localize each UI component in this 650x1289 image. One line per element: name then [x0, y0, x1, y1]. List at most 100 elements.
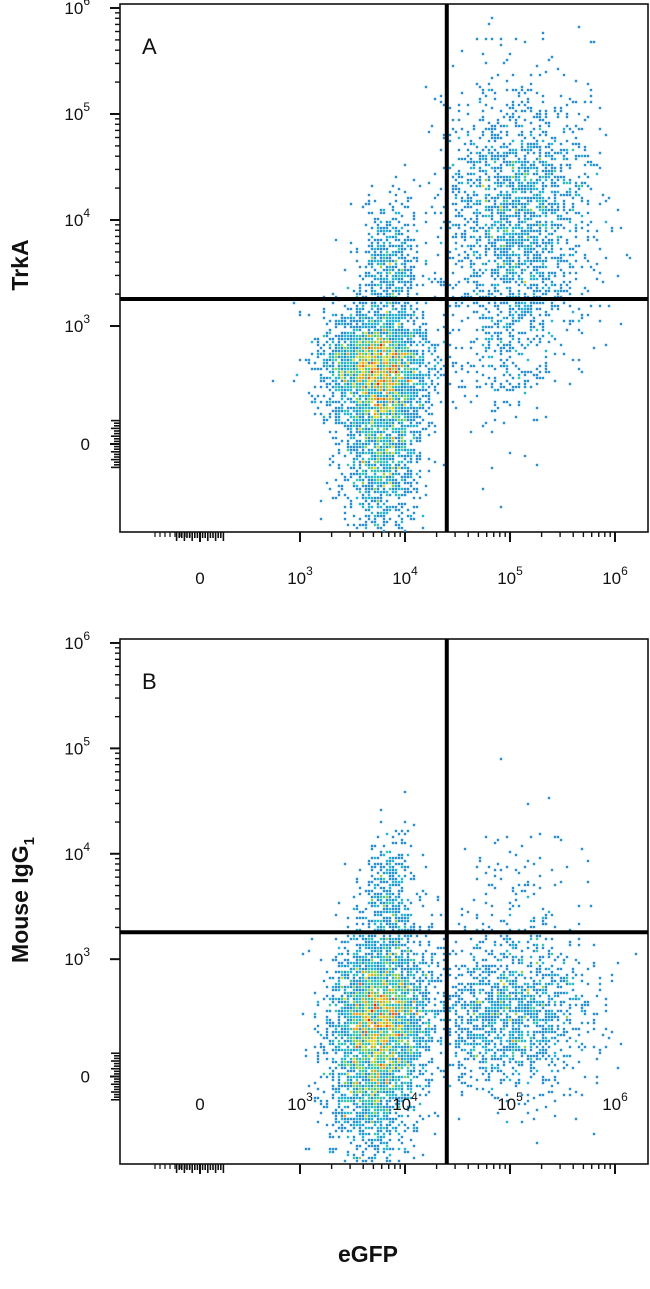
event-bin — [550, 169, 554, 173]
event-bin — [421, 385, 425, 389]
event-bin — [427, 469, 431, 473]
event-bin — [475, 310, 479, 314]
event-bin — [373, 994, 377, 998]
event-bin — [358, 325, 362, 329]
event-bin — [412, 406, 416, 410]
event-bin — [487, 301, 491, 305]
event-bin — [349, 358, 353, 362]
event-bin — [409, 1078, 413, 1082]
event-bin — [508, 259, 512, 263]
event-bin — [436, 235, 440, 239]
event-bin — [397, 976, 401, 980]
event-bin — [388, 391, 392, 395]
event-bin — [544, 145, 548, 149]
event-bin — [421, 310, 425, 314]
event-bin — [541, 31, 545, 35]
event-bin — [463, 190, 467, 194]
event-bin — [376, 397, 380, 401]
event-bin — [511, 163, 515, 167]
event-bin — [340, 472, 344, 476]
event-bin — [376, 340, 380, 344]
event-bin — [571, 253, 575, 257]
event-bin — [349, 1042, 353, 1046]
event-bin — [478, 268, 482, 272]
event-bin — [343, 475, 347, 479]
event-bin — [316, 394, 320, 398]
event-bin — [364, 250, 368, 254]
event-bin — [421, 355, 425, 359]
event-bin — [424, 337, 428, 341]
event-bin — [565, 115, 569, 119]
event-bin — [394, 364, 398, 368]
event-bin — [337, 1009, 341, 1013]
event-bin — [361, 1006, 365, 1010]
event-bin — [352, 418, 356, 422]
event-bin — [373, 973, 377, 977]
event-bin — [475, 394, 479, 398]
event-bin — [385, 352, 389, 356]
event-bin — [544, 223, 548, 227]
event-bin — [421, 979, 425, 983]
event-bin — [361, 958, 365, 962]
y-tick-label: 0 — [81, 435, 90, 454]
event-bin — [376, 331, 380, 335]
event-bin — [382, 256, 386, 260]
event-bin — [454, 172, 458, 176]
event-bin — [388, 1051, 392, 1055]
event-bin — [508, 247, 512, 251]
event-bin — [391, 403, 395, 407]
event-bin — [367, 937, 371, 941]
event-bin — [400, 352, 404, 356]
event-bin — [385, 367, 389, 371]
event-bin — [361, 1018, 365, 1022]
event-bin — [379, 262, 383, 266]
event-bin — [481, 154, 485, 158]
event-bin — [367, 1048, 371, 1052]
event-bin — [505, 277, 509, 281]
event-bin — [379, 979, 383, 983]
event-bin — [403, 343, 407, 347]
event-bin — [370, 1069, 374, 1073]
event-bin — [367, 919, 371, 923]
event-bin — [412, 1075, 416, 1079]
event-bin — [508, 343, 512, 347]
event-bin — [469, 205, 473, 209]
event-bin — [409, 361, 413, 365]
event-bin — [349, 985, 353, 989]
event-bin — [388, 349, 392, 353]
event-bin — [355, 484, 359, 488]
event-bin — [409, 1051, 413, 1055]
event-bin — [382, 445, 386, 449]
event-bin — [454, 1051, 458, 1055]
event-bin — [385, 973, 389, 977]
event-bin — [349, 340, 353, 344]
event-bin — [355, 1066, 359, 1070]
event-bin — [499, 130, 503, 134]
event-bin — [478, 184, 482, 188]
event-bin — [367, 376, 371, 380]
event-bin — [298, 310, 302, 314]
event-bin — [376, 361, 380, 365]
event-bin — [388, 481, 392, 485]
event-bin — [409, 517, 413, 521]
event-bin — [385, 238, 389, 242]
event-bin — [340, 364, 344, 368]
event-bin — [313, 400, 317, 404]
event-bin — [541, 181, 545, 185]
event-bin — [385, 334, 389, 338]
event-bin — [400, 487, 404, 491]
event-bin — [388, 280, 392, 284]
event-bin — [361, 349, 365, 353]
event-bin — [352, 1069, 356, 1073]
event-bin — [496, 271, 500, 275]
event-bin — [334, 430, 338, 434]
event-bin — [370, 961, 374, 965]
event-bin — [385, 256, 389, 260]
event-bin — [367, 244, 371, 248]
event-bin — [379, 922, 383, 926]
event-bin — [388, 973, 392, 977]
event-bin — [415, 454, 419, 458]
event-bin — [343, 394, 347, 398]
event-bin — [490, 385, 494, 389]
event-bin — [379, 334, 383, 338]
